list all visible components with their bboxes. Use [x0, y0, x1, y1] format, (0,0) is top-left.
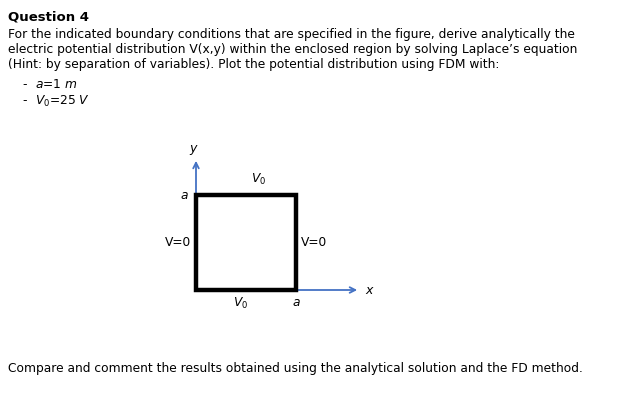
Text: $V_0$=25 $V$: $V_0$=25 $V$	[35, 94, 90, 109]
Text: V=0: V=0	[301, 236, 327, 249]
Text: Compare and comment the results obtained using the analytical solution and the F: Compare and comment the results obtained…	[8, 362, 583, 375]
Text: -: -	[22, 94, 27, 107]
Text: x: x	[365, 284, 372, 297]
Text: $a$=1 $m$: $a$=1 $m$	[35, 78, 78, 91]
Text: a: a	[180, 188, 188, 201]
Bar	[196, 195, 296, 290]
Text: Question 4: Question 4	[8, 10, 89, 23]
Text: -: -	[22, 78, 27, 91]
Text: $V_0$: $V_0$	[233, 296, 249, 311]
Text: (Hint: by separation of variables). Plot the potential distribution using FDM wi: (Hint: by separation of variables). Plot…	[8, 58, 499, 71]
Text: y: y	[189, 142, 197, 155]
Text: For the indicated boundary conditions that are specified in the figure, derive a: For the indicated boundary conditions th…	[8, 28, 575, 41]
Text: electric potential distribution V(x,y) within the enclosed region by solving Lap: electric potential distribution V(x,y) w…	[8, 43, 577, 56]
Text: $V_0$: $V_0$	[251, 172, 266, 187]
Text: V=0: V=0	[165, 236, 191, 249]
Text: a: a	[292, 296, 300, 309]
